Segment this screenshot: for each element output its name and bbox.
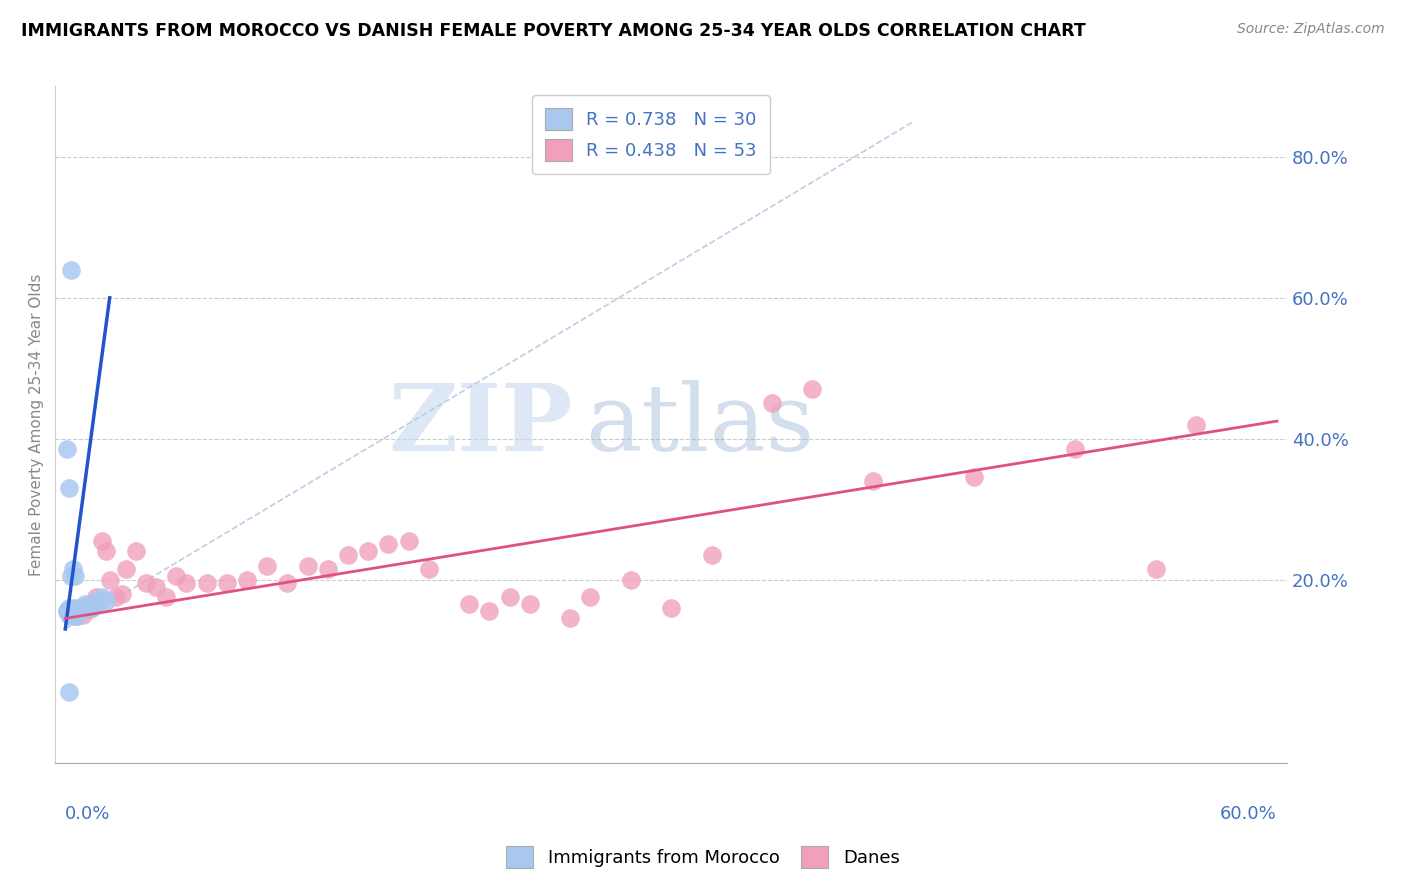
Point xyxy=(67,604,90,618)
Point xyxy=(58,600,80,615)
Point xyxy=(297,558,319,573)
Text: 0.0%: 0.0% xyxy=(65,805,111,822)
Point xyxy=(60,609,83,624)
Text: ZIP: ZIP xyxy=(388,380,572,469)
Point xyxy=(115,562,138,576)
Point xyxy=(98,573,121,587)
Point xyxy=(176,576,198,591)
Point xyxy=(60,262,83,277)
Point xyxy=(70,604,93,618)
Point xyxy=(70,602,93,616)
Point xyxy=(62,600,84,615)
Text: atlas: atlas xyxy=(585,380,814,469)
Y-axis label: Female Poverty Among 25-34 Year Olds: Female Poverty Among 25-34 Year Olds xyxy=(30,274,44,576)
Point xyxy=(90,533,112,548)
Point xyxy=(56,604,79,618)
Point xyxy=(58,602,80,616)
Point xyxy=(862,474,884,488)
Point xyxy=(478,604,501,618)
Text: 60.0%: 60.0% xyxy=(1220,805,1277,822)
Point xyxy=(377,537,399,551)
Point xyxy=(60,607,83,622)
Point xyxy=(256,558,278,573)
Point xyxy=(316,562,339,576)
Point xyxy=(58,685,80,699)
Point xyxy=(215,576,238,591)
Point xyxy=(135,576,157,591)
Point xyxy=(1064,442,1087,457)
Point xyxy=(67,607,90,621)
Point xyxy=(104,591,127,605)
Point xyxy=(761,396,783,410)
Point xyxy=(659,600,682,615)
Point xyxy=(62,604,84,618)
Point xyxy=(801,383,824,397)
Point xyxy=(76,600,98,615)
Point xyxy=(357,544,380,558)
Point xyxy=(337,548,360,562)
Point xyxy=(72,607,94,622)
Point xyxy=(111,587,134,601)
Point xyxy=(66,609,89,624)
Point xyxy=(58,607,80,622)
Point xyxy=(125,544,148,558)
Point xyxy=(79,598,101,612)
Point xyxy=(276,576,298,591)
Point xyxy=(560,611,582,625)
Point xyxy=(963,470,986,484)
Point xyxy=(84,591,107,605)
Point xyxy=(60,604,83,618)
Point xyxy=(80,600,103,615)
Point xyxy=(94,594,117,608)
Point xyxy=(398,533,420,548)
Point xyxy=(72,600,94,615)
Point xyxy=(58,481,80,495)
Point xyxy=(458,598,481,612)
Text: Source: ZipAtlas.com: Source: ZipAtlas.com xyxy=(1237,22,1385,37)
Point xyxy=(60,569,83,583)
Point xyxy=(195,576,218,591)
Point xyxy=(75,598,97,612)
Point xyxy=(1144,562,1167,576)
Point xyxy=(62,562,84,576)
Point xyxy=(519,598,541,612)
Point xyxy=(65,604,87,618)
Point xyxy=(56,604,79,618)
Point xyxy=(579,591,602,605)
Text: IMMIGRANTS FROM MOROCCO VS DANISH FEMALE POVERTY AMONG 25-34 YEAR OLDS CORRELATI: IMMIGRANTS FROM MOROCCO VS DANISH FEMALE… xyxy=(21,22,1085,40)
Point xyxy=(66,607,89,622)
Point xyxy=(94,544,117,558)
Point xyxy=(418,562,440,576)
Point xyxy=(65,609,87,624)
Point xyxy=(145,580,167,594)
Point xyxy=(1185,417,1208,432)
Point xyxy=(700,548,723,562)
Point xyxy=(84,594,107,608)
Point xyxy=(62,607,84,621)
Point xyxy=(65,602,87,616)
Point xyxy=(498,591,520,605)
Point xyxy=(65,569,87,583)
Point xyxy=(66,600,89,615)
Point xyxy=(236,573,259,587)
Point xyxy=(155,591,177,605)
Point xyxy=(79,602,101,616)
Legend: R = 0.738   N = 30, R = 0.438   N = 53: R = 0.738 N = 30, R = 0.438 N = 53 xyxy=(533,95,769,174)
Point xyxy=(60,604,83,618)
Point xyxy=(56,442,79,457)
Point xyxy=(75,600,97,615)
Point xyxy=(60,607,83,622)
Point xyxy=(165,569,187,583)
Point xyxy=(86,598,108,612)
Point xyxy=(620,573,643,587)
Legend: Immigrants from Morocco, Danes: Immigrants from Morocco, Danes xyxy=(495,835,911,879)
Point xyxy=(90,591,112,605)
